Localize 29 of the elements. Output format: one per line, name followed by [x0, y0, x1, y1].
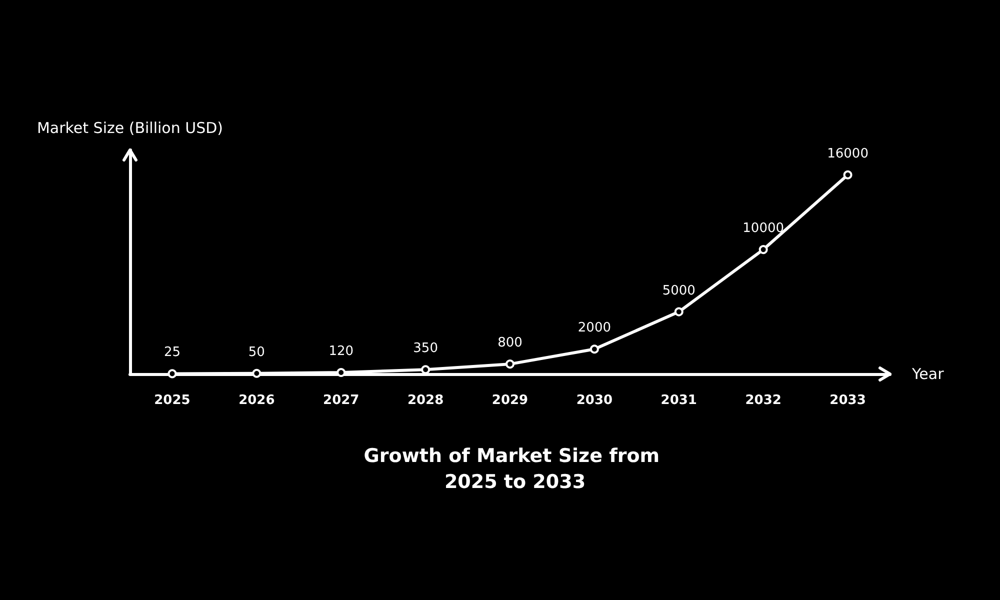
data-label: 2000: [578, 320, 611, 336]
data-label: 120: [328, 344, 354, 360]
point: [336, 368, 346, 378]
data-label: 10000: [742, 221, 784, 236]
x-tick-label: 2027: [323, 393, 360, 408]
point: [843, 170, 852, 180]
point: [506, 360, 514, 369]
data-label: 50: [248, 344, 265, 360]
x-tick-label: 2033: [830, 393, 866, 408]
x-tick-label: 2028: [407, 393, 444, 408]
point: [590, 344, 599, 354]
x-tick-label: 2030: [576, 393, 613, 408]
text: Growth of Market Size from 2025 to 2033: [364, 445, 666, 493]
y-axis-title: Market Size (Billion USD): [36, 119, 224, 137]
x-tick-label: 2026: [238, 393, 275, 408]
x-axis-title: Year: [911, 365, 945, 383]
point: [674, 307, 684, 316]
point: [168, 369, 177, 378]
x-tick-label: 2031: [660, 393, 697, 408]
data-label: 16000: [827, 146, 868, 162]
data-label: 5000: [662, 283, 696, 298]
x-tick-label: 2029: [492, 393, 528, 408]
point: [252, 368, 262, 378]
data-label: 800: [498, 336, 522, 351]
x-tick-label: 2025: [154, 393, 190, 408]
point: [758, 245, 768, 254]
x-tick-label: 2032: [745, 393, 782, 408]
data-label: 350: [413, 341, 438, 356]
data-label: 25: [164, 345, 180, 360]
